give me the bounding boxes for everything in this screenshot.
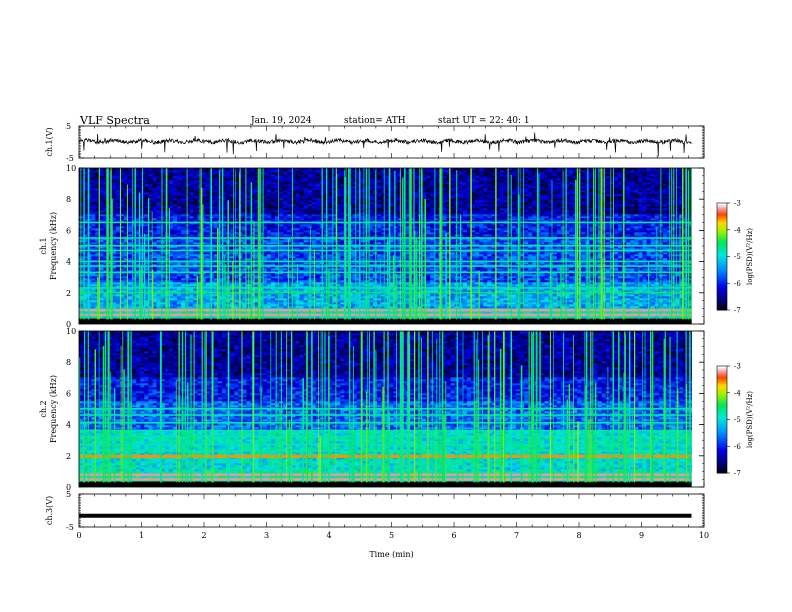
- y-tick-label-1: -5: [66, 154, 74, 163]
- narrowband-line: [79, 422, 692, 424]
- y-tick-label-3: 8: [66, 358, 71, 367]
- narrowband-line: [79, 309, 692, 311]
- narrowband-line: [79, 292, 692, 294]
- y-tick-label-3: 10: [66, 327, 76, 336]
- y-tick-label-2: 10: [66, 164, 76, 173]
- narrowband-line: [79, 250, 692, 252]
- narrowband-line: [79, 287, 692, 289]
- y-tick-label-3: 4: [66, 421, 71, 430]
- colorbar-tick-label: -6: [734, 443, 741, 451]
- y-axis-label-2: ch.1: [39, 237, 48, 254]
- colorbar-label: log(PSD)(V²/Hz): [746, 391, 754, 448]
- x-tick-label: 6: [451, 531, 456, 540]
- y-axis-label-4: ch.3(V): [45, 496, 54, 525]
- narrowband-line: [79, 272, 692, 274]
- y-axis-label-1: ch.1(V): [45, 127, 54, 156]
- x-axis-label: Time (min): [369, 550, 413, 559]
- y-tick-label-2: 4: [66, 258, 71, 267]
- narrowband-line: [79, 265, 692, 267]
- narrowband-line: [79, 478, 692, 480]
- narrowband-line: [79, 408, 692, 410]
- narrowband-line: [79, 450, 692, 452]
- colorbar-tick-label: -6: [734, 280, 741, 288]
- x-tick-label: 2: [201, 531, 206, 540]
- colorbar-tick-label: -3: [734, 363, 741, 371]
- x-tick-label: 7: [514, 531, 519, 540]
- colorbar: -3 -4 -5 -6 -7 log(PSD)(V²/Hz): [717, 200, 754, 315]
- narrowband-line: [79, 414, 692, 416]
- ch1-waveform-line: [79, 133, 692, 157]
- y-tick-label-3: 2: [66, 452, 71, 461]
- spectrogram-1: [79, 168, 692, 324]
- dc-band: [79, 482, 692, 487]
- colorbar: -3 -4 -5 -6 -7 log(PSD)(V²/Hz): [717, 363, 754, 478]
- spectrogram-2: [79, 331, 692, 487]
- colorbar-tick-label: -5: [734, 416, 741, 424]
- colorbar-tick-label: -4: [734, 226, 741, 234]
- x-tick-label: 1: [139, 531, 144, 540]
- vlf-spectra-figure: 5-5ch.1(V)0246810ch.1 Frequency (kHz)0246…: [0, 0, 792, 612]
- narrowband-line: [79, 314, 692, 316]
- y-axis-label-3: Frequency (kHz): [49, 375, 58, 443]
- narrowband-line: [79, 474, 692, 476]
- narrowband-line: [79, 237, 692, 239]
- narrowband-line: [79, 436, 692, 438]
- narrowband-line: [79, 430, 692, 432]
- narrowband-line: [79, 222, 692, 224]
- colorbar-label: log(PSD)(V²/Hz): [746, 228, 754, 285]
- y-tick-label-2: 2: [66, 289, 71, 298]
- y-tick-label-1: 5: [66, 122, 71, 131]
- x-tick-label: 3: [264, 531, 269, 540]
- x-tick-label: 4: [326, 531, 331, 540]
- x-tick-label: 5: [389, 531, 394, 540]
- x-tick-label: 0: [76, 531, 81, 540]
- y-tick-label-3: 6: [66, 389, 71, 398]
- y-tick-label-2: 8: [66, 195, 71, 204]
- y-tick-label-2: 6: [66, 226, 71, 235]
- narrowband-line: [79, 455, 692, 457]
- colorbar-tick-label: -4: [734, 389, 741, 397]
- x-tick-label: 8: [576, 531, 581, 540]
- dc-band: [79, 319, 692, 324]
- y-tick-label-4: 5: [66, 490, 71, 499]
- colorbar-tick-label: -7: [734, 307, 741, 315]
- narrowband-line: [79, 245, 692, 247]
- colorbar-tick-label: -5: [734, 253, 741, 261]
- y-axis-label-2: Frequency (kHz): [49, 212, 58, 280]
- narrowband-line: [79, 261, 692, 263]
- y-axis-label-3: ch.2: [39, 400, 48, 417]
- narrowband-line: [79, 444, 692, 446]
- x-tick-label: 9: [639, 531, 644, 540]
- colorbar-tick-label: -7: [734, 470, 741, 478]
- narrowband-line: [79, 456, 692, 458]
- y-tick-label-4: -5: [66, 523, 74, 532]
- x-tick-label: 10: [699, 531, 709, 540]
- colorbar-tick-label: -3: [734, 200, 741, 208]
